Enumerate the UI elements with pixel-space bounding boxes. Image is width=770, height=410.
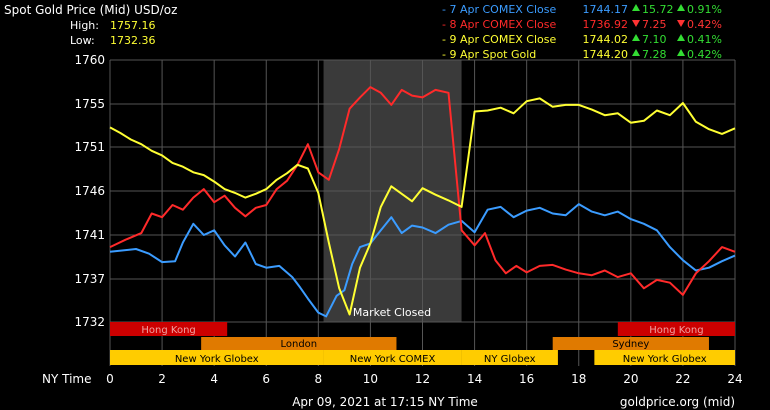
legend-change: 7.28 bbox=[642, 48, 667, 61]
legend-percent: 0.91% bbox=[687, 3, 722, 16]
session-bar bbox=[110, 322, 228, 336]
arrow-up-icon bbox=[677, 4, 685, 11]
arrow-up-icon bbox=[632, 34, 640, 41]
y-tick-label: 1741 bbox=[74, 228, 105, 242]
session-bar bbox=[594, 350, 735, 365]
chart-title: Spot Gold Price (Mid) USD/oz bbox=[4, 3, 177, 17]
legend-change: 7.10 bbox=[642, 33, 667, 46]
x-tick-label: 0 bbox=[106, 372, 114, 386]
trading-session-bars: Hong Kong Hong Kong London Sydney New York G… bbox=[110, 322, 735, 365]
session-label: London bbox=[280, 339, 317, 350]
x-tick-label: 14 bbox=[467, 372, 482, 386]
timestamp: Apr 09, 2021 at 17:15 NY Time bbox=[292, 395, 478, 409]
legend-label: - 8 Apr COMEX Close bbox=[442, 18, 556, 31]
source-label: goldprice.org (mid) bbox=[620, 395, 735, 409]
legend: - 7 Apr COMEX Close 1744.17 15.72 0.91% - 8 … bbox=[442, 3, 722, 61]
x-tick-label: 24 bbox=[727, 372, 742, 386]
series-line bbox=[109, 97, 736, 316]
x-tick-label: 18 bbox=[571, 372, 586, 386]
legend-label: - 9 Apr COMEX Close bbox=[442, 33, 556, 46]
x-tick-label: 22 bbox=[675, 372, 690, 386]
legend-price: 1744.20 bbox=[583, 48, 629, 61]
legend-change: 15.72 bbox=[642, 3, 674, 16]
arrow-up-icon bbox=[632, 49, 640, 56]
session-bar bbox=[323, 350, 462, 365]
legend-change: 7.25 bbox=[642, 18, 667, 31]
session-label: New York COMEX bbox=[350, 354, 436, 365]
y-tick-label: 1755 bbox=[74, 97, 105, 111]
legend-price: 1744.17 bbox=[583, 3, 629, 16]
arrow-up-icon bbox=[632, 4, 640, 11]
y-tick-label: 1760 bbox=[74, 53, 105, 67]
x-tick-label: 4 bbox=[210, 372, 218, 386]
y-tick-label: 1737 bbox=[74, 272, 105, 286]
session-label: Hong Kong bbox=[141, 325, 195, 336]
y-tick-label: 1732 bbox=[74, 315, 105, 329]
arrow-up-icon bbox=[677, 49, 685, 56]
x-axis-ticks: 0 2 4 6 8 10 12 14 16 18 20 22 24 bbox=[106, 372, 742, 386]
low-label: Low: bbox=[70, 34, 95, 47]
session-bar bbox=[461, 350, 558, 365]
high-label: High: bbox=[70, 19, 99, 32]
x-axis-label: NY Time bbox=[42, 372, 92, 386]
session-label: New York Globex bbox=[623, 354, 707, 365]
session-bar bbox=[201, 337, 397, 350]
x-tick-label: 2 bbox=[158, 372, 166, 386]
legend-label: - 9 Apr Spot Gold bbox=[442, 48, 536, 61]
legend-price: 1736.92 bbox=[583, 18, 629, 31]
x-tick-label: 16 bbox=[519, 372, 534, 386]
low-value: 1732.36 bbox=[110, 34, 156, 47]
series-line bbox=[109, 86, 736, 296]
x-tick-label: 10 bbox=[363, 372, 378, 386]
session-label: NY Globex bbox=[484, 354, 536, 365]
session-bar bbox=[110, 350, 324, 365]
arrow-down-icon bbox=[677, 20, 685, 27]
y-axis-ticks: 1732 1737 1741 1746 1751 1755 1760 bbox=[74, 53, 105, 329]
session-bar bbox=[617, 322, 735, 336]
y-tick-label: 1746 bbox=[74, 184, 105, 198]
market-closed-label: Market Closed bbox=[353, 306, 431, 319]
legend-percent: 0.42% bbox=[687, 18, 722, 31]
legend-price: 1744.02 bbox=[583, 33, 629, 46]
grid-lines bbox=[109, 59, 736, 366]
x-tick-label: 8 bbox=[315, 372, 323, 386]
price-series bbox=[109, 86, 736, 318]
high-value: 1757.16 bbox=[110, 19, 156, 32]
session-label: Sydney bbox=[612, 339, 649, 350]
x-tick-label: 6 bbox=[262, 372, 270, 386]
session-bar bbox=[552, 337, 709, 350]
arrow-down-icon bbox=[632, 20, 640, 27]
session-label: Hong Kong bbox=[649, 325, 703, 336]
legend-percent: 0.42% bbox=[687, 48, 722, 61]
session-label: New York Globex bbox=[175, 354, 259, 365]
x-tick-label: 20 bbox=[623, 372, 638, 386]
legend-label: - 7 Apr COMEX Close bbox=[442, 3, 556, 16]
y-tick-label: 1751 bbox=[74, 140, 105, 154]
series-line bbox=[109, 203, 736, 318]
legend-percent: 0.41% bbox=[687, 33, 722, 46]
arrow-up-icon bbox=[677, 34, 685, 41]
x-tick-label: 12 bbox=[415, 372, 430, 386]
